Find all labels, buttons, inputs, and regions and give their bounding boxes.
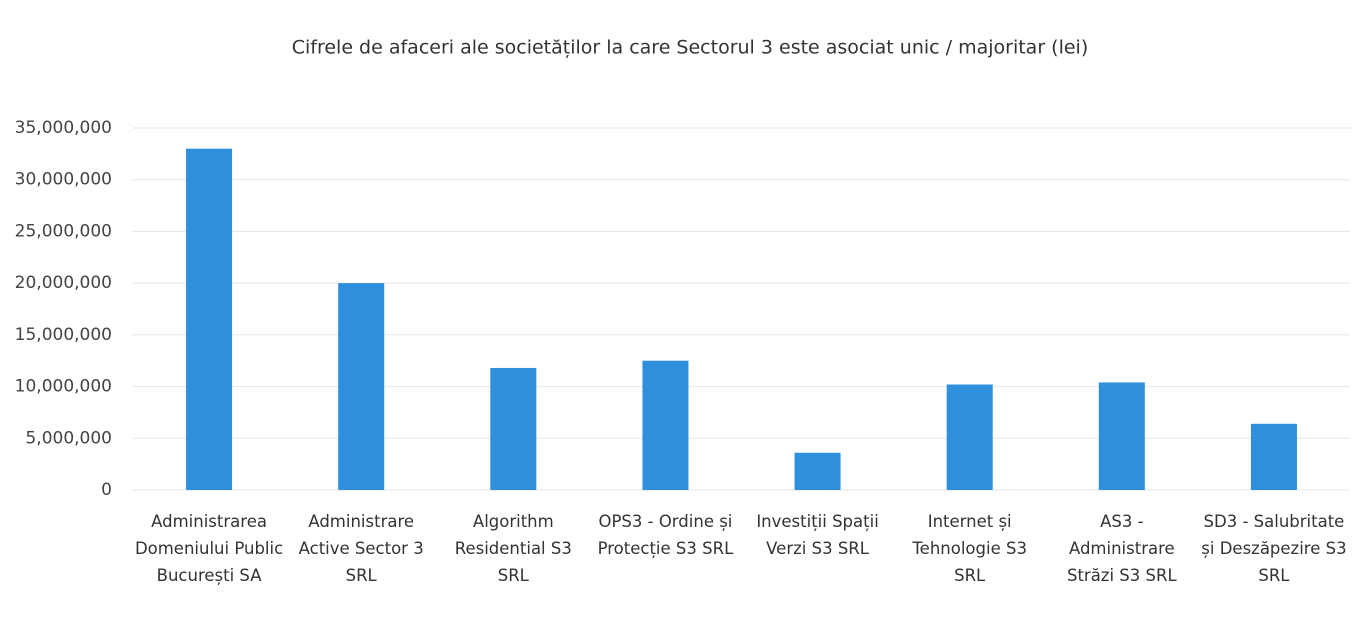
y-tick-label: 10,000,000: [15, 377, 112, 397]
bar: [186, 148, 233, 490]
x-tick-label: OPS3 - Ordine și Protecție S3 SRL: [597, 512, 734, 558]
bar: [642, 360, 689, 490]
bar: [1250, 423, 1297, 490]
bar: [490, 367, 537, 490]
y-tick-label: 30,000,000: [15, 170, 112, 190]
y-tick-label: 35,000,000: [15, 118, 112, 138]
x-tick-label: SD3 - Salubritate și Deszăpezire S3 SRL: [1201, 512, 1347, 585]
y-tick-label: 0: [101, 480, 112, 500]
chart-title: Cifrele de afaceri ale societăților la c…: [292, 37, 1089, 59]
x-tick-label: Administrare Active Sector 3 SRL: [298, 512, 424, 585]
y-tick-label: 5,000,000: [25, 428, 112, 448]
bar: [794, 452, 841, 490]
y-tick-label: 15,000,000: [15, 325, 112, 345]
y-tick-label: 20,000,000: [15, 273, 112, 293]
x-tick-label: Algorithm Residential S3 SRL: [454, 512, 572, 585]
bar: [946, 384, 993, 490]
x-tick-label: AS3 - Administrare Străzi S3 SRL: [1066, 512, 1177, 585]
bar: [1098, 382, 1145, 490]
x-tick-label: Administrarea Domeniului Public Bucureșt…: [134, 512, 284, 585]
x-tick-label: Investiții Spații Verzi S3 SRL: [756, 512, 879, 558]
bar: [338, 283, 385, 490]
x-tick-label: Internet și Tehnologie S3 SRL: [912, 512, 1027, 585]
y-tick-label: 25,000,000: [15, 221, 112, 241]
